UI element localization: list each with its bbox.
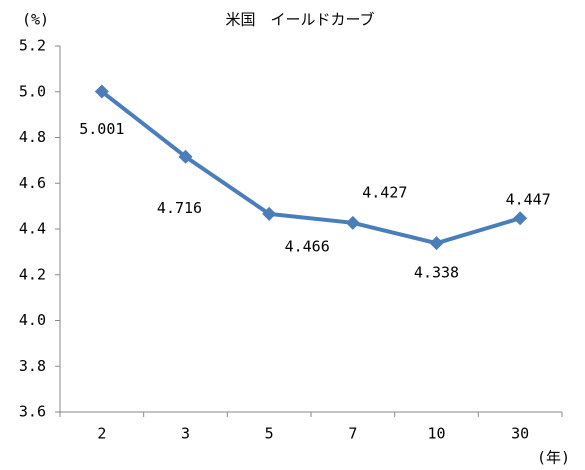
y-tick-label: 4.6: [19, 174, 46, 192]
data-label: 4.716: [157, 199, 202, 217]
marker: [178, 149, 193, 164]
y-tick-label: 4.8: [19, 128, 46, 146]
y-unit-label: (%): [22, 11, 49, 29]
line: [100, 89, 521, 246]
marker: [94, 84, 109, 99]
y-tick-label: 5.0: [19, 82, 46, 100]
x-tick-label: 5: [265, 425, 274, 443]
y-tick-label: 3.8: [19, 357, 46, 375]
chart-title: 米国 イールドカーブ: [225, 11, 374, 29]
marker: [262, 206, 277, 221]
marker: [513, 211, 528, 226]
data-label: 4.466: [285, 237, 330, 255]
x-tick-label: 30: [511, 425, 529, 443]
x-unit-label: (年): [537, 449, 570, 467]
data-label: 4.447: [506, 191, 551, 209]
x-tick-label: 2: [97, 425, 106, 443]
x-tick-label: 7: [348, 425, 357, 443]
y-tick-label: 3.6: [19, 403, 46, 421]
marker: [345, 215, 360, 230]
marker: [429, 236, 444, 251]
y-tick-label: 5.2: [19, 37, 46, 55]
x-tick-label: 10: [427, 425, 445, 443]
x-tick-label: 3: [181, 425, 190, 443]
data-label: 4.427: [362, 183, 407, 201]
y-tick-label: 4.0: [19, 311, 46, 329]
y-tick-label: 4.4: [19, 220, 46, 238]
data-label: 5.001: [79, 120, 124, 138]
y-tick-label: 4.2: [19, 265, 46, 283]
data-label: 4.338: [414, 264, 459, 282]
